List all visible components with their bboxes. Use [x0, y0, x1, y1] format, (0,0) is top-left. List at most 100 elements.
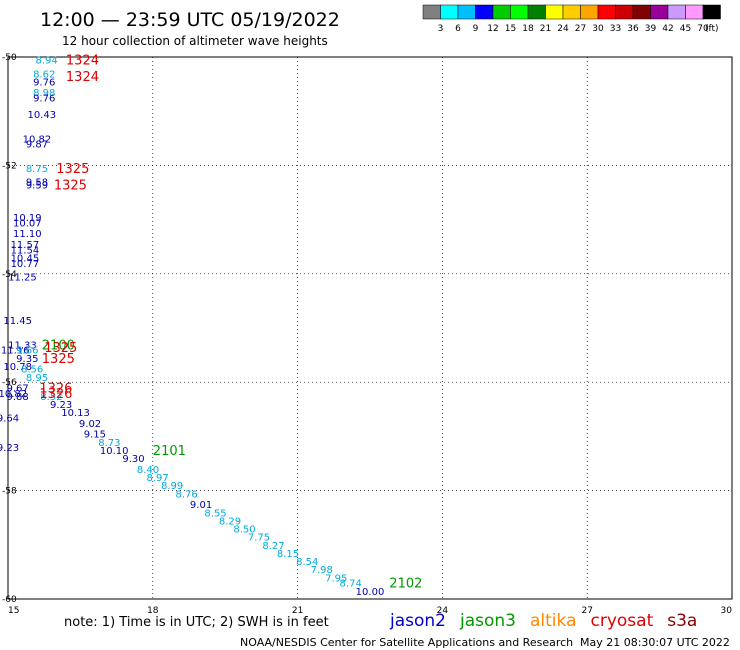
color-swatch — [422, 4, 441, 20]
wave-height-label: 9.67 — [7, 384, 29, 395]
wave-height-label: 11.45 — [3, 316, 32, 327]
wave-height-label: 9.30 — [122, 454, 144, 465]
wave-height-label: 9.23 — [0, 443, 19, 454]
satellite-legend: jason2 jason3 altika cryosat s3a — [389, 611, 697, 631]
wave-height-label: 9.58 — [26, 178, 48, 189]
wave-height-label: 11.10 — [13, 229, 42, 240]
satellite-legend-item: jason3 — [459, 611, 516, 631]
wave-height-label: 10.13 — [61, 408, 90, 419]
footer-note: note: 1) Time is in UTC; 2) SWH is in fe… — [64, 615, 329, 630]
color-swatch — [440, 4, 459, 20]
satellite-legend-item: altika — [530, 611, 577, 631]
y-tick-label: -56 — [2, 378, 17, 388]
footer-credit: NOAA/NESDIS Center for Satellite Applica… — [240, 636, 573, 649]
wave-height-label: 9.01 — [190, 500, 212, 511]
wave-height-label: 9.88 — [7, 392, 29, 403]
color-scale-tick: 42 — [662, 24, 673, 34]
pass-label: 1324 — [66, 70, 99, 85]
color-scale-tick: 3 — [438, 24, 444, 34]
color-swatch — [457, 4, 476, 20]
wave-height-label: 8.55 — [204, 508, 226, 519]
color-scale-tick: 45 — [680, 24, 691, 34]
wave-height-label: 8.50 — [233, 525, 255, 536]
wave-height-label: 11.33 — [8, 340, 37, 351]
wave-height-label: 9.23 — [50, 400, 72, 411]
color-swatch — [527, 4, 546, 20]
color-scale-tick: 30 — [592, 24, 604, 34]
chart-subtitle: 12 hour collection of altimeter wave hei… — [62, 34, 328, 48]
wave-height-label: 10.07 — [13, 218, 42, 229]
wave-height-label: 10.10 — [100, 446, 129, 457]
color-scale-unit: (ft) — [705, 24, 719, 34]
pass-label: 1324 — [66, 54, 99, 69]
x-tick-label: 18 — [147, 606, 159, 616]
wave-height-label: 8.95 — [26, 373, 48, 384]
wave-height-label: 9.76 — [33, 77, 55, 88]
color-swatch — [615, 4, 634, 20]
color-scale-legend: 3 6 9 12 15 18 21 24 27 30 33 36 39 42 45 70(ft) — [422, 4, 721, 34]
wave-height-label: 8.52 — [40, 392, 62, 403]
color-swatch — [492, 4, 511, 20]
color-scale-tick: 70 — [697, 24, 709, 34]
color-swatch — [685, 4, 704, 20]
pass-label: 2101 — [153, 444, 186, 459]
y-tick-label: -58 — [2, 487, 17, 497]
wave-height-label: 7.98 — [311, 565, 333, 576]
y-tick-label: -50 — [2, 53, 17, 63]
wave-height-label: 8.40 — [137, 465, 159, 476]
color-swatch — [510, 4, 529, 20]
wave-height-label: 8.29 — [219, 516, 241, 527]
y-tick-label: -54 — [2, 270, 17, 280]
color-swatch — [545, 4, 564, 20]
satellite-legend-item: cryosat — [591, 611, 654, 631]
y-tick-label: -60 — [2, 595, 17, 605]
color-scale-tick: 18 — [522, 24, 534, 34]
color-scale-tick: 24 — [557, 24, 569, 34]
wave-height-label: 9.35 — [16, 354, 38, 365]
color-scale-tick: 27 — [575, 24, 586, 34]
wave-height-label: 9.15 — [84, 430, 106, 441]
plot-grid — [8, 57, 732, 599]
satellite-legend-item: jason2 — [389, 611, 446, 631]
color-swatch — [475, 4, 494, 20]
x-tick-label: 21 — [292, 606, 303, 616]
wave-height-label: 9.02 — [79, 419, 101, 430]
wave-height-label: 8.74 — [340, 579, 362, 590]
color-scale-tick: 15 — [505, 24, 516, 34]
wave-height-label: 8.98 — [33, 88, 55, 99]
color-swatch — [650, 4, 669, 20]
wave-height-label: 10.78 — [3, 362, 32, 373]
pass-label: 1325 — [44, 341, 77, 356]
wave-height-label: 8.94 — [35, 56, 57, 67]
wave-height-label: 10.19 — [13, 213, 42, 224]
color-scale-tick: 6 — [455, 24, 461, 34]
satellite-legend-item: s3a — [667, 611, 697, 631]
color-swatch — [632, 4, 651, 20]
x-tick-label: 15 — [8, 606, 19, 616]
wave-height-label: 11.25 — [8, 273, 37, 284]
wave-height-label: 10.45 — [11, 254, 40, 265]
pass-label: 1325 — [56, 162, 89, 177]
wave-height-label: 8.99 — [161, 481, 183, 492]
wave-height-label: 8.27 — [262, 541, 284, 552]
pass-label: 1326 — [39, 387, 72, 402]
pass-number-labels: 1324132413251325210013251325132613262101… — [39, 54, 422, 592]
wave-height-label: 9.76 — [33, 94, 55, 105]
wave-height-label: 8.62 — [33, 69, 55, 80]
y-tick-label: -52 — [2, 161, 17, 171]
wave-height-label: 9.66 — [16, 346, 38, 357]
wave-height-label: 11.57 — [11, 240, 40, 251]
color-scale-tick: 12 — [487, 24, 498, 34]
color-swatch — [580, 4, 599, 20]
wave-height-label: 8.97 — [146, 473, 168, 484]
pass-label: 1325 — [42, 352, 75, 367]
color-swatch — [562, 4, 581, 20]
color-scale-tick: 36 — [627, 24, 639, 34]
color-scale-tick: 39 — [645, 24, 657, 34]
color-swatch — [702, 4, 721, 20]
wave-height-label: 7.95 — [325, 573, 347, 584]
y-axis-ticks: -50 -52 -54 -56 -58 -60 — [2, 53, 17, 605]
wave-height-label: 10.82 — [23, 134, 52, 145]
x-axis-ticks: 15 18 21 24 27 30 — [8, 606, 732, 616]
